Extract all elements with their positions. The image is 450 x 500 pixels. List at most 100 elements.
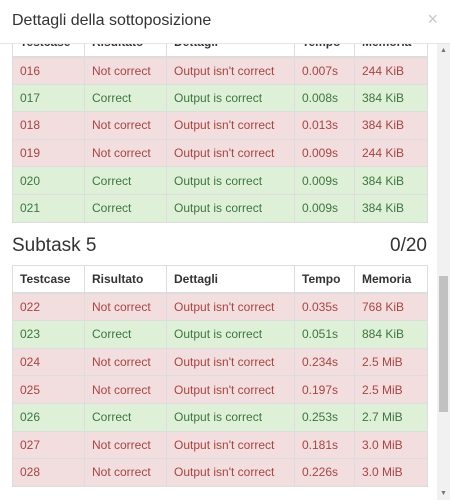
table-row: 021 Correct Output is correct 0.009s 384 KiB (12, 193, 428, 223)
cell-time: 0.181s (294, 430, 355, 460)
cell-details: Output isn't correct (166, 430, 295, 460)
column-header-memory: Memoria (354, 264, 428, 295)
table-row: 018 Not correct Output isn't correct 0.013s… (12, 111, 428, 140)
cell-details: Output isn't correct (166, 292, 295, 322)
cell-memory: 3.0 MiB (354, 430, 428, 460)
cell-details: Output is correct (166, 83, 295, 113)
cell-details: Output isn't correct (166, 111, 295, 140)
scroll-thumb[interactable] (439, 276, 448, 412)
cell-result: Not correct (84, 138, 167, 168)
cell-time: 0.008s (294, 83, 355, 113)
cell-result: Correct (84, 402, 167, 432)
modal-header: Dettagli della sottoposizione × (0, 0, 450, 44)
column-header-time: Tempo (294, 44, 355, 58)
subtask-title: Subtask 5 (12, 234, 97, 256)
cell-testcase: 024 (12, 347, 85, 377)
modal-body: Testcase Risultato Dettagli Tempo Memori… (0, 44, 437, 500)
cell-result: Not correct (84, 375, 167, 404)
cell-testcase: 025 (12, 375, 85, 404)
cell-time: 0.009s (294, 166, 355, 195)
cell-details: Output isn't correct (166, 458, 295, 487)
subtask-prev-table: Testcase Risultato Dettagli Tempo Memori… (12, 44, 428, 223)
scroll-down-icon[interactable]: ▼ (440, 490, 447, 497)
table-row: 023 Correct Output is correct 0.051s 884 KiB (12, 320, 428, 349)
modal-title: Dettagli della sottoposizione (12, 12, 212, 29)
table-row: 016 Not correct Output isn't correct 0.007s… (12, 56, 428, 85)
cell-time: 0.007s (294, 56, 355, 85)
cell-memory: 2.5 MiB (354, 375, 428, 404)
vertical-scrollbar[interactable]: ▲ ▼ (437, 44, 450, 500)
table-header-row: Testcase Risultato Dettagli Tempo Memori… (12, 44, 428, 58)
table-header-row: Testcase Risultato Dettagli Tempo Memori… (12, 264, 428, 295)
cell-details: Output isn't correct (166, 375, 295, 404)
cell-testcase: 016 (12, 56, 85, 85)
cell-result: Not correct (84, 347, 167, 377)
subtask-5-rows: 022 Not correct Output isn't correct 0.035s… (12, 292, 428, 487)
cell-memory: 884 KiB (354, 320, 428, 349)
cell-result: Correct (84, 320, 167, 349)
cell-result: Not correct (84, 111, 167, 140)
cell-memory: 2.7 MiB (354, 402, 428, 432)
cell-memory: 244 KiB (354, 56, 428, 85)
cell-memory: 768 KiB (354, 292, 428, 322)
cell-testcase: 023 (12, 320, 85, 349)
cell-time: 0.009s (294, 138, 355, 168)
cell-result: Correct (84, 83, 167, 113)
table-row: 022 Not correct Output isn't correct 0.035s… (12, 292, 428, 322)
cell-result: Correct (84, 193, 167, 223)
cell-memory: 384 KiB (354, 166, 428, 195)
cell-testcase: 026 (12, 402, 85, 432)
table-row: 026 Correct Output is correct 0.253s 2.7 MiB (12, 402, 428, 432)
column-header-result: Risultato (84, 44, 167, 58)
cell-testcase: 020 (12, 166, 85, 195)
column-header-details: Dettagli (166, 264, 295, 295)
column-header-result: Risultato (84, 264, 167, 295)
cell-testcase: 028 (12, 458, 85, 487)
cell-testcase: 018 (12, 111, 85, 140)
cell-testcase: 021 (12, 193, 85, 223)
table-row: 028 Not correct Output isn't correct 0.226s… (12, 458, 428, 487)
column-header-details: Dettagli (166, 44, 295, 58)
close-button[interactable]: × (427, 9, 438, 29)
table-row: 025 Not correct Output isn't correct 0.197s… (12, 375, 428, 404)
cell-details: Output is correct (166, 193, 295, 223)
subtask-5-table: Testcase Risultato Dettagli Tempo Memori… (12, 264, 428, 487)
cell-memory: 2.5 MiB (354, 347, 428, 377)
subtask-score: 0/20 (390, 234, 427, 256)
scroll-up-icon[interactable]: ▲ (440, 47, 447, 54)
cell-details: Output isn't correct (166, 347, 295, 377)
cell-details: Output isn't correct (166, 138, 295, 168)
cell-details: Output isn't correct (166, 56, 295, 85)
column-header-time: Tempo (294, 264, 355, 295)
cell-result: Not correct (84, 292, 167, 322)
column-header-memory: Memoria (354, 44, 428, 58)
cell-testcase: 017 (12, 83, 85, 113)
cell-time: 0.253s (294, 402, 355, 432)
subtask-prev-rows: 016 Not correct Output isn't correct 0.007s… (12, 56, 428, 223)
cell-testcase: 027 (12, 430, 85, 460)
subtask-5-heading: Subtask 5 0/20 (12, 223, 427, 265)
cell-time: 0.009s (294, 193, 355, 223)
cell-memory: 3.0 MiB (354, 458, 428, 487)
cell-details: Output is correct (166, 402, 295, 432)
table-row: 020 Correct Output is correct 0.009s 384 KiB (12, 166, 428, 195)
cell-time: 0.197s (294, 375, 355, 404)
cell-result: Not correct (84, 458, 167, 487)
cell-memory: 384 KiB (354, 111, 428, 140)
cell-details: Output is correct (166, 166, 295, 195)
cell-testcase: 019 (12, 138, 85, 168)
cell-result: Not correct (84, 56, 167, 85)
table-row: 019 Not correct Output isn't correct 0.009s… (12, 138, 428, 168)
table-row: 024 Not correct Output isn't correct 0.234s… (12, 347, 428, 377)
cell-memory: 244 KiB (354, 138, 428, 168)
cell-time: 0.051s (294, 320, 355, 349)
cell-result: Correct (84, 166, 167, 195)
cell-time: 0.035s (294, 292, 355, 322)
table-row: 017 Correct Output is correct 0.008s 384 KiB (12, 83, 428, 113)
modal-body-content: Testcase Risultato Dettagli Tempo Memori… (0, 44, 437, 487)
cell-time: 0.234s (294, 347, 355, 377)
column-header-testcase: Testcase (12, 44, 85, 58)
cell-time: 0.013s (294, 111, 355, 140)
cell-details: Output is correct (166, 320, 295, 349)
cell-result: Not correct (84, 430, 167, 460)
